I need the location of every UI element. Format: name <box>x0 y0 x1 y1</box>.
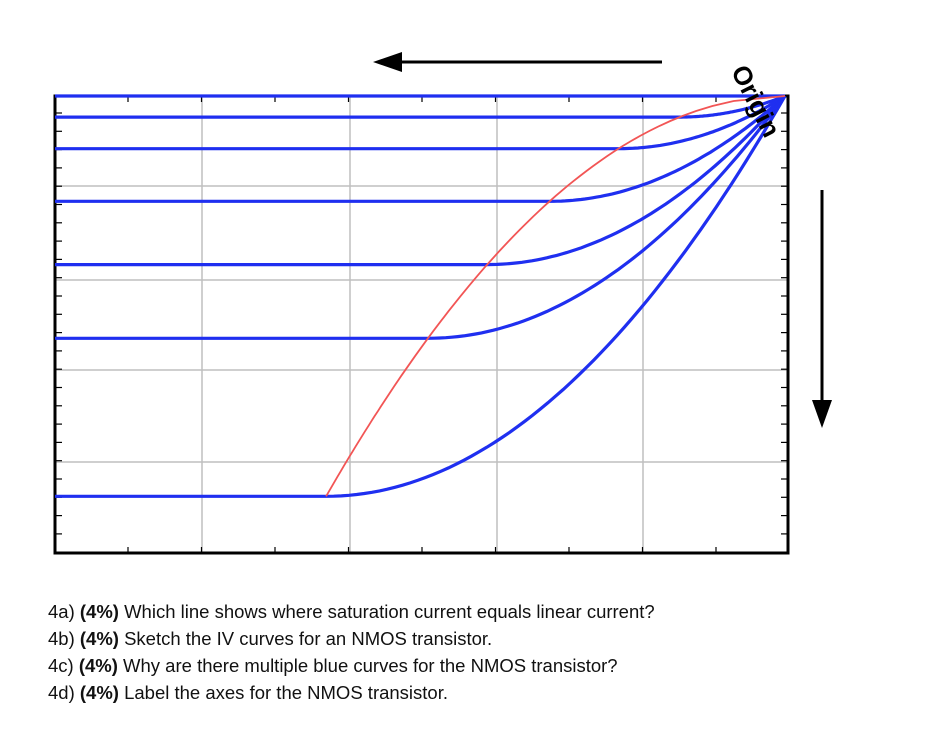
plot-frame <box>53 94 790 555</box>
down-arrow <box>812 190 832 428</box>
saturation-boundary-curve <box>325 95 786 497</box>
iv-curve-3 <box>55 94 786 151</box>
iv-curve-7 <box>55 95 787 498</box>
question-4b: 4b) (4%) Sketch the IV curves for an NMO… <box>48 628 493 649</box>
question-4c: 4c) (4%) Why are there multiple blue cur… <box>48 655 618 676</box>
iv-curve-2 <box>55 94 786 119</box>
question-4d: 4d) (4%) Label the axes for the NMOS tra… <box>48 682 448 703</box>
plot-area <box>53 94 790 555</box>
question-list: 4a) (4%) Which line shows where saturati… <box>48 598 928 706</box>
left-arrow <box>373 52 662 72</box>
iv-curve-6 <box>55 95 787 340</box>
question-4a: 4a) (4%) Which line shows where saturati… <box>48 601 655 622</box>
iv-curve-4 <box>55 94 787 203</box>
iv-curve-5 <box>55 94 787 267</box>
